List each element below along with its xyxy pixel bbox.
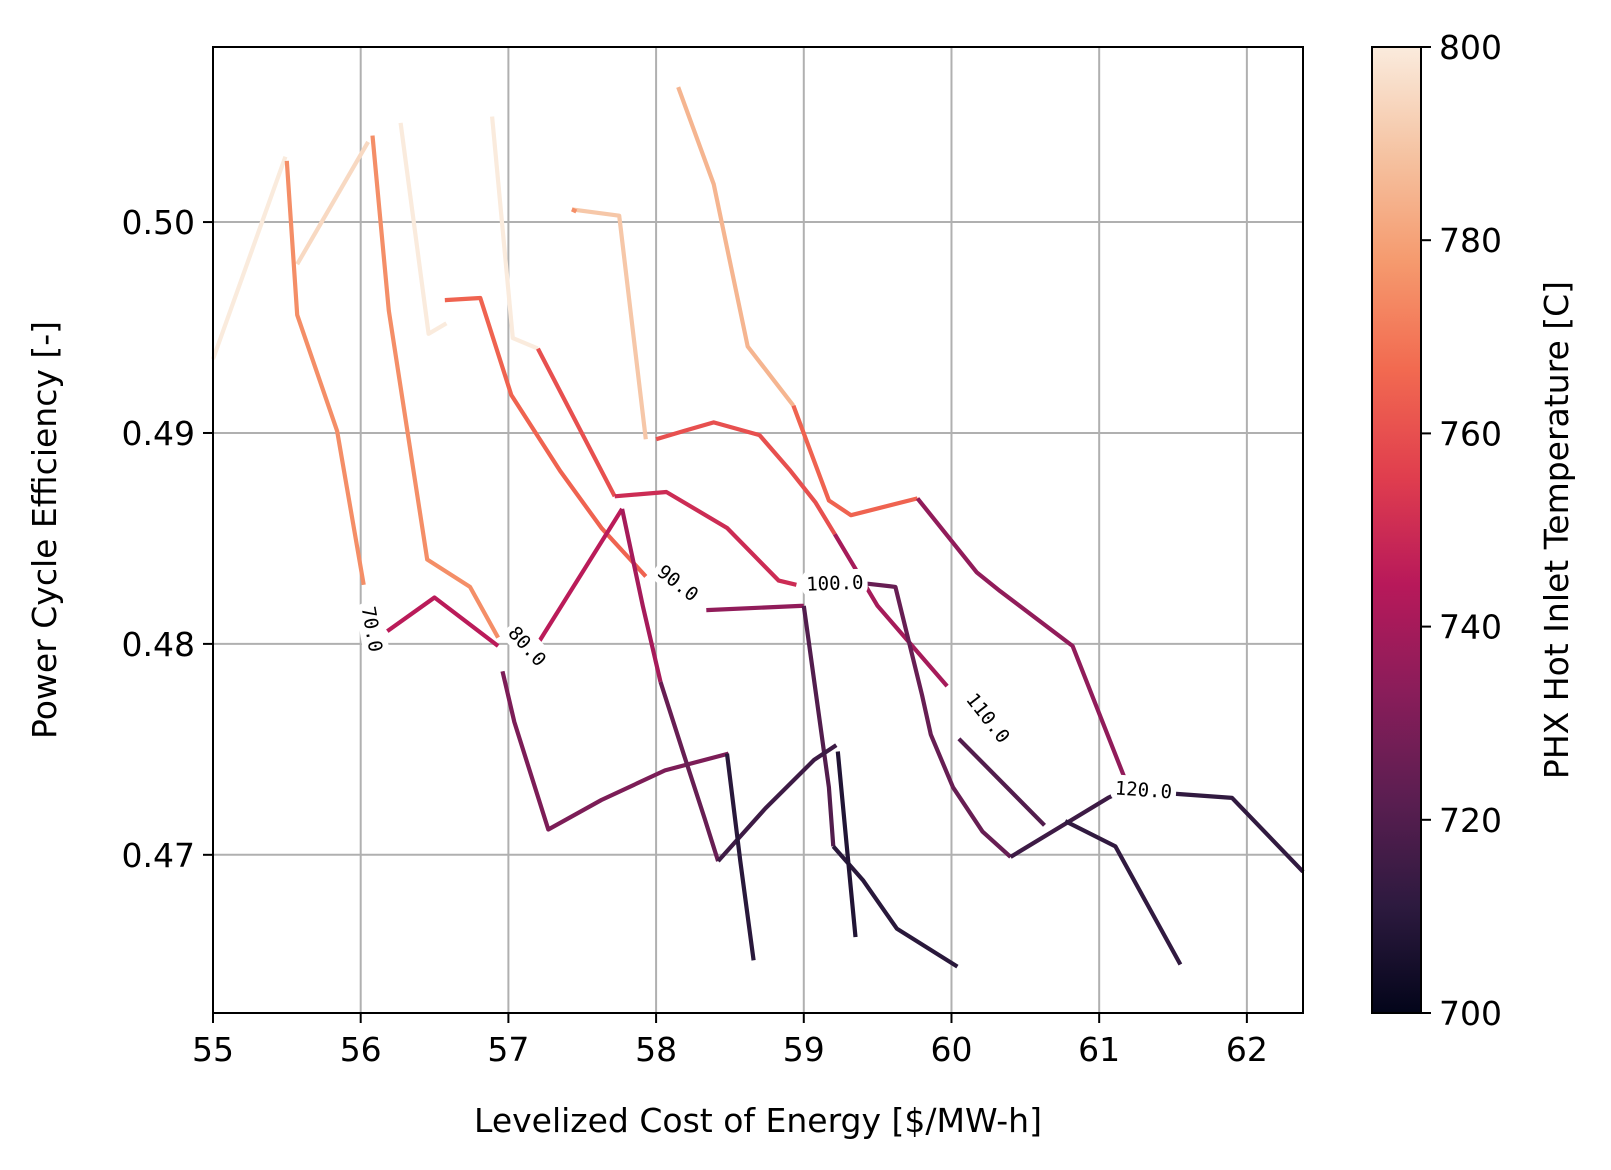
- contour-line-22: [858, 580, 1013, 859]
- x-tick-label: 55: [192, 1030, 234, 1069]
- contour-line-19: [706, 603, 804, 613]
- colorbar: [1371, 46, 1422, 1014]
- contour-line-11: [536, 347, 617, 498]
- contour-line-17: [832, 533, 949, 688]
- contour-line-13: [791, 404, 919, 518]
- contour-line-31: [1172, 791, 1305, 874]
- x-axis-ticks: 55 56 57 58 59 60 61 62: [192, 1013, 1268, 1069]
- contour-line-32: [835, 751, 858, 938]
- x-tick-label: 60: [930, 1030, 972, 1069]
- contour-label-bg: [1110, 774, 1177, 805]
- colorbar-ticks: 700 720 740 760 780 800: [1421, 28, 1502, 1033]
- contour-line-30: [1064, 819, 1183, 966]
- colorbar-tick-label: 800: [1439, 28, 1502, 67]
- contour-label-5: 120.0: [1110, 774, 1177, 805]
- colorbar-tick-label: 720: [1439, 801, 1502, 840]
- contour-line-24: [801, 605, 836, 847]
- contour-line-1: [295, 140, 370, 266]
- contour-line-4: [571, 207, 648, 440]
- contour-line-2: [398, 122, 448, 336]
- contour-line-3: [490, 116, 539, 351]
- contour-line-12: [655, 420, 837, 536]
- contour-line-20: [620, 508, 663, 683]
- x-tick-label: 56: [340, 1030, 382, 1069]
- contour-line-25: [957, 737, 1046, 827]
- y-tick-label: 0.49: [122, 414, 195, 453]
- y-tick-label: 0.50: [122, 203, 195, 242]
- plot-frame: [212, 46, 1304, 1014]
- contour-line-28: [724, 753, 756, 961]
- colorbar-tick-label: 700: [1439, 994, 1502, 1033]
- contour-label-bg: [356, 601, 389, 657]
- y-axis-title: Power Cycle Efficiency [-]: [25, 321, 64, 739]
- x-tick-label: 59: [783, 1030, 825, 1069]
- x-tick-label: 57: [487, 1030, 529, 1069]
- y-tick-label: 0.47: [122, 836, 195, 875]
- contour-line-0: [211, 155, 288, 360]
- contour-line-26: [716, 743, 838, 863]
- contour-line-7: [284, 160, 366, 586]
- x-tick-label: 58: [635, 1030, 677, 1069]
- contour-line-14: [614, 489, 797, 587]
- contour-label-text: 100.0: [806, 572, 864, 596]
- x-axis-title: Levelized Cost of Energy [$/MW-h]: [474, 1101, 1042, 1140]
- y-axis-ticks: 0.47 0.48 0.49 0.50: [122, 203, 213, 875]
- contour-label-bg: [652, 559, 705, 607]
- x-tick-label: 62: [1226, 1030, 1268, 1069]
- contour-line-23: [658, 681, 721, 862]
- plot-series: [211, 86, 1305, 969]
- contour-label-bg: [801, 568, 868, 597]
- contour-label-bg: [961, 687, 1016, 749]
- contour-label-3: 100.0: [801, 568, 868, 597]
- colorbar-tick-label: 780: [1439, 221, 1502, 260]
- contour-label-bg: [503, 620, 553, 672]
- contour-line-16: [533, 507, 624, 650]
- colorbar-title: PHX Hot Inlet Temperature [C]: [1537, 281, 1576, 779]
- contour-line-10: [444, 295, 648, 578]
- contour-line-21: [500, 670, 730, 832]
- y-tick-label: 0.48: [122, 625, 195, 664]
- colorbar-tick-label: 740: [1439, 608, 1502, 647]
- contour-line-15: [386, 595, 500, 648]
- contour-line-18: [915, 497, 1128, 782]
- x-tick-label: 61: [1078, 1030, 1120, 1069]
- contour-line-8: [370, 135, 500, 639]
- colorbar-tick-label: 760: [1439, 414, 1502, 453]
- contour-line-5: [676, 86, 796, 407]
- contour-line-9: [570, 207, 578, 214]
- contour-label-text: 120.0: [1114, 777, 1173, 803]
